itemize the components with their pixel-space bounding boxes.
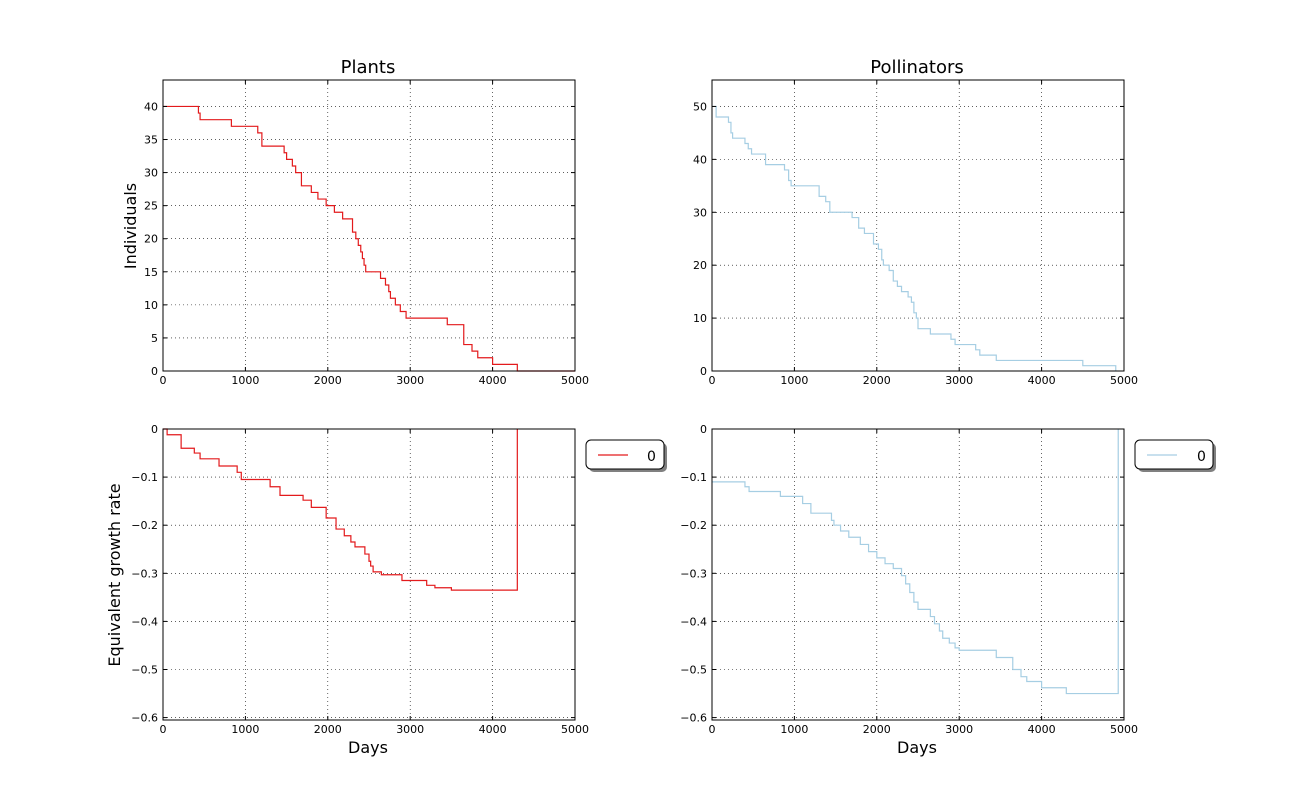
y-tick-label: 0 [151, 365, 158, 378]
y-tick-label: 0 [700, 423, 707, 436]
series-line [712, 105, 1117, 371]
y-tick-label: 30 [144, 167, 158, 180]
panel-title: Plants [341, 57, 396, 78]
x-tick-label: 5000 [1110, 723, 1138, 736]
y-tick-label: −0.5 [131, 663, 158, 676]
x-tick-label: 0 [160, 374, 167, 387]
y-axis-label: Equivalent growth rate [105, 483, 124, 666]
y-tick-label: −0.1 [131, 471, 158, 484]
x-tick-label: 4000 [1028, 374, 1056, 387]
y-tick-label: 30 [693, 206, 707, 219]
axes-frame [162, 428, 576, 721]
x-tick-label: 2000 [863, 723, 891, 736]
x-tick-label: 2000 [314, 723, 342, 736]
series-line [712, 429, 1119, 695]
y-tick-label: 20 [693, 259, 707, 272]
legend: 0 [585, 439, 667, 472]
legend-entry: 0 [647, 449, 656, 465]
panel-plants-growth-rate: Equivalent growth rate Days 0 1000 2000 300… [105, 423, 667, 757]
x-tick-label: 1000 [231, 723, 259, 736]
y-tick-label: 50 [693, 100, 707, 113]
y-tick-label: −0.6 [680, 712, 707, 725]
y-tick-label: 5 [151, 332, 158, 345]
y-tick-label: 0 [700, 365, 707, 378]
x-axis-label: Days [348, 738, 388, 757]
x-tick-label: 4000 [479, 374, 507, 387]
y-tick-label: 25 [144, 200, 158, 213]
x-tick-label: 3000 [396, 723, 424, 736]
x-axis-label: Days [897, 738, 937, 757]
x-tick-label: 3000 [945, 723, 973, 736]
x-tick-label: 2000 [314, 374, 342, 387]
axes-frame [711, 79, 1125, 372]
y-tick-label: −0.3 [680, 567, 707, 580]
x-tick-label: 4000 [479, 723, 507, 736]
x-tick-label: 5000 [561, 723, 589, 736]
y-tick-label: 40 [144, 100, 158, 113]
x-tick-label: 3000 [945, 374, 973, 387]
y-tick-label: −0.5 [680, 663, 707, 676]
x-tick-label: 3000 [396, 374, 424, 387]
axes-frame [162, 79, 576, 372]
x-tick-label: 5000 [1110, 374, 1138, 387]
panel-title: Pollinators [870, 57, 964, 78]
y-tick-label: 10 [693, 312, 707, 325]
series-line [163, 428, 518, 591]
y-tick-label: 15 [144, 266, 158, 279]
x-tick-label: 0 [709, 723, 716, 736]
y-tick-label: −0.4 [131, 615, 158, 628]
axes-frame [711, 428, 1125, 721]
x-tick-label: 5000 [561, 374, 589, 387]
y-tick-label: −0.4 [680, 615, 707, 628]
x-tick-label: 2000 [863, 374, 891, 387]
y-tick-label: −0.2 [131, 519, 158, 532]
y-tick-label: 20 [144, 233, 158, 246]
y-tick-label: 35 [144, 134, 158, 147]
y-tick-label: 0 [151, 423, 158, 436]
y-tick-label: 40 [693, 153, 707, 166]
legend: 0 [1134, 439, 1216, 472]
x-tick-label: 0 [160, 723, 167, 736]
y-axis-label: Individuals [121, 183, 140, 269]
series-line [163, 105, 575, 372]
y-tick-label: 10 [144, 299, 158, 312]
legend-entry: 0 [1197, 449, 1206, 465]
x-tick-label: 1000 [780, 374, 808, 387]
y-tick-label: −0.1 [680, 471, 707, 484]
y-tick-label: −0.6 [131, 712, 158, 725]
y-tick-label: −0.2 [680, 519, 707, 532]
x-tick-label: 0 [709, 374, 716, 387]
panel-pollinators-individuals: Pollinators 0 1000 2000 3000 4000 5000 0 10 20 30… [693, 57, 1138, 387]
panel-pollinators-growth-rate: Days 0 1000 2000 3000 4000 5000 0 −0.1 −0.2 −0.3 −… [680, 423, 1216, 757]
x-tick-label: 1000 [231, 374, 259, 387]
x-tick-label: 1000 [780, 723, 808, 736]
x-tick-label: 4000 [1028, 723, 1056, 736]
panel-plants-individuals: Plants Individuals 0 1000 2000 3000 4000 5000… [121, 57, 589, 387]
y-tick-label: −0.3 [131, 567, 158, 580]
